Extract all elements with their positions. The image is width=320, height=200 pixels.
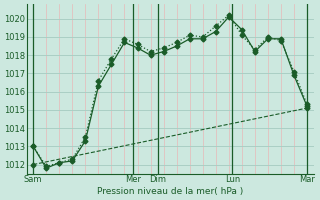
X-axis label: Pression niveau de la mer( hPa ): Pression niveau de la mer( hPa ) — [97, 187, 243, 196]
